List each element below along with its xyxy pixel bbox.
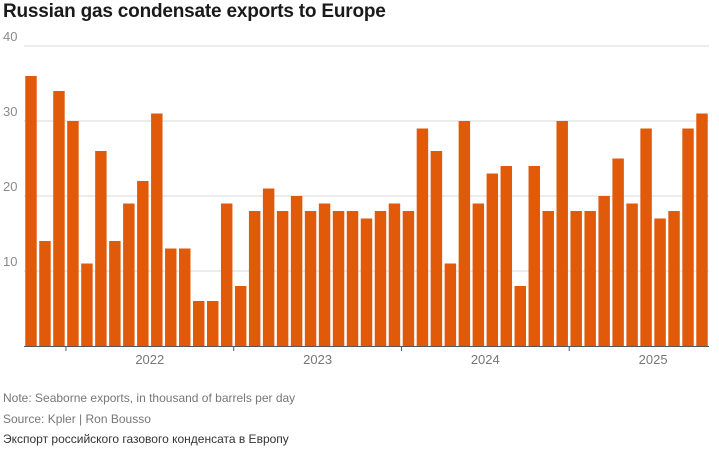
bar: [137, 181, 149, 346]
bars: [25, 76, 708, 346]
x-tick-label: 2023: [303, 352, 332, 367]
bar: [584, 211, 596, 346]
bar: [682, 128, 694, 346]
bar: [109, 241, 121, 346]
bar: [500, 166, 513, 346]
x-axis-labels: 2022 2023 2024 2025: [135, 352, 667, 367]
bar: [123, 203, 135, 346]
bar: [248, 211, 261, 346]
x-tick-label: 2024: [471, 352, 500, 367]
bar: [206, 301, 219, 346]
bar: [458, 121, 471, 346]
x-tick-label: 2025: [639, 352, 668, 367]
y-tick-label: 10: [3, 254, 17, 269]
bar: [528, 166, 540, 346]
y-axis-labels: 10 20 30 40: [3, 29, 17, 269]
bar: [444, 263, 457, 346]
bar: [668, 211, 680, 346]
chart-note: Note: Seaborne exports, in thousand of b…: [3, 391, 296, 405]
bar: [53, 91, 65, 346]
bar: [25, 76, 37, 346]
bar: [654, 218, 666, 346]
bar: [542, 211, 554, 346]
bar: [472, 203, 485, 346]
bar: [416, 128, 429, 346]
x-axis: [24, 346, 709, 351]
bar: [179, 248, 191, 346]
bar: [220, 203, 233, 346]
y-tick-label: 30: [3, 104, 17, 119]
bar: [318, 203, 331, 346]
bar: [346, 211, 359, 346]
bar: [612, 158, 624, 346]
bar: [598, 196, 610, 346]
bar: [193, 301, 205, 346]
bar: [514, 286, 526, 346]
bar: [234, 286, 247, 346]
bar: [81, 263, 93, 346]
bar: [151, 113, 163, 346]
bar: [626, 203, 638, 346]
x-tick-label: 2022: [135, 352, 164, 367]
y-tick-label: 40: [3, 29, 17, 44]
bar: [388, 203, 401, 346]
bar: [486, 173, 499, 346]
bar: [262, 188, 275, 346]
y-tick-label: 20: [3, 179, 17, 194]
bar: [360, 218, 373, 346]
chart-caption: Экспорт российского газового конденсата …: [3, 432, 289, 446]
bar: [402, 211, 415, 346]
bar: [39, 241, 51, 346]
bar: [640, 128, 652, 346]
bar: [67, 121, 79, 346]
bar: [430, 151, 443, 346]
bar: [332, 211, 345, 346]
chart-source: Source: Kpler | Ron Bousso: [3, 412, 151, 426]
bar: [696, 113, 708, 346]
bar: [95, 151, 107, 346]
bar: [570, 211, 582, 346]
bar: [556, 121, 568, 346]
bar: [374, 211, 387, 346]
bar: [304, 211, 317, 346]
bar: [165, 248, 177, 346]
bar: [290, 196, 303, 346]
bar: [276, 211, 289, 346]
chart-title: Russian gas condensate exports to Europe: [3, 1, 386, 22]
